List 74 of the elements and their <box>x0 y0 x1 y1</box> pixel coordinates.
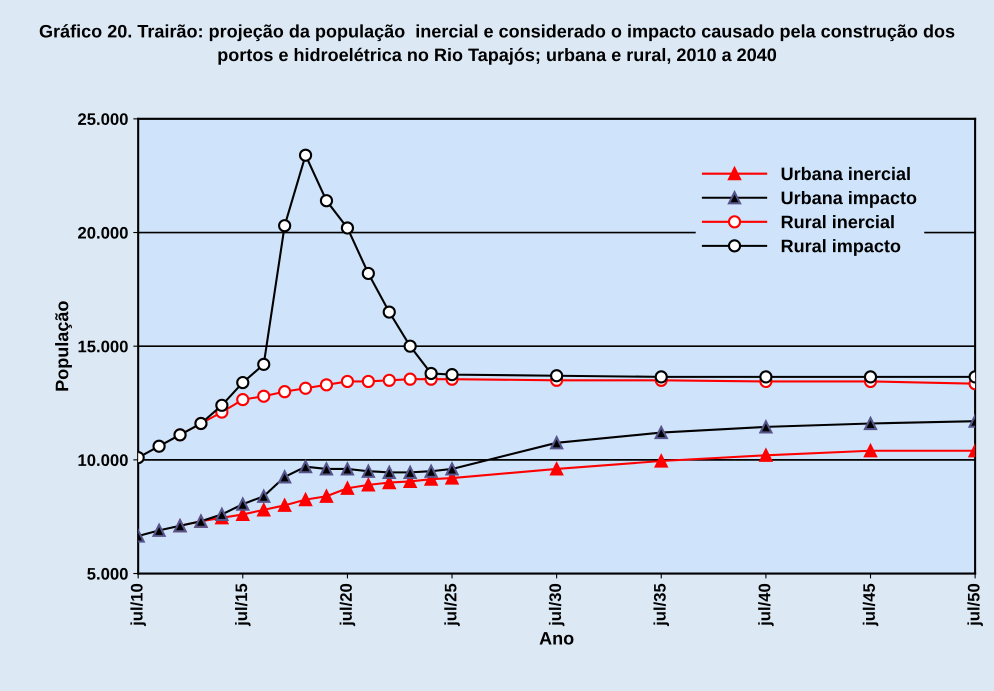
chart-title: Gráfico 20. Trairão: projeção da população inercial e considerado o impacto causado pela construção dos portos e hidroelétrica no Rio Tapajós; urbana e rural, 2010 a 2040 <box>40 24 954 65</box>
y-tick-label: 10.000 <box>78 454 128 466</box>
point <box>445 462 459 476</box>
point <box>340 462 354 476</box>
point <box>340 374 354 388</box>
point <box>445 368 459 382</box>
point <box>298 382 312 395</box>
x-tick-label: jul/45 <box>862 584 878 626</box>
point <box>424 464 438 478</box>
x-tick-label: jul/15 <box>235 584 251 626</box>
point <box>257 358 270 371</box>
x-tick-label: jul/50 <box>967 584 983 626</box>
x-tick-label: jul/25 <box>444 584 460 626</box>
point <box>298 460 312 474</box>
point <box>362 374 375 388</box>
point <box>215 508 228 522</box>
point <box>257 503 270 516</box>
point <box>298 148 312 162</box>
point <box>424 366 438 380</box>
point <box>362 266 375 280</box>
point <box>759 420 773 434</box>
point <box>340 482 354 495</box>
point <box>320 490 334 503</box>
point <box>864 416 878 430</box>
point <box>152 524 166 537</box>
x-tick-label: jul/20 <box>340 584 356 626</box>
y-tick-label: 20.000 <box>78 226 128 239</box>
point <box>550 436 564 450</box>
point <box>550 462 564 476</box>
legend-label: Urbana inercial <box>782 166 910 180</box>
point <box>320 378 334 392</box>
point <box>152 440 166 453</box>
point <box>864 370 878 384</box>
point <box>382 305 396 319</box>
point <box>236 498 250 511</box>
x-tick-label: jul/40 <box>758 584 774 626</box>
y-tick-label: 25.000 <box>78 113 128 126</box>
x-tick-label: jul/30 <box>548 584 564 626</box>
point <box>404 372 417 386</box>
point <box>654 454 668 468</box>
point <box>278 219 292 232</box>
legend-label: Rural inercial <box>782 215 894 228</box>
legend-label: Rural impacto <box>782 239 900 256</box>
point <box>759 448 773 462</box>
point <box>654 426 668 440</box>
x-tick-label: jul/10 <box>130 584 146 626</box>
y-axis-title: População <box>55 301 72 391</box>
y-tick-label: 15.000 <box>78 340 128 352</box>
point <box>404 340 417 353</box>
x-tick-label: jul/35 <box>653 584 670 626</box>
x-axis-title: Ano <box>540 632 574 645</box>
point <box>320 462 334 476</box>
point <box>382 466 396 479</box>
point <box>362 464 375 478</box>
point <box>340 221 354 235</box>
point <box>362 478 375 492</box>
legend-label: Urbana impacto <box>782 190 916 208</box>
point <box>278 470 292 484</box>
point <box>550 369 564 382</box>
point <box>236 393 250 406</box>
point <box>257 490 270 503</box>
point <box>654 370 668 384</box>
point <box>404 466 417 479</box>
point <box>759 370 773 384</box>
point <box>320 194 334 208</box>
point <box>257 390 270 403</box>
point <box>382 374 396 387</box>
point <box>864 444 878 458</box>
point <box>298 493 312 506</box>
point <box>278 385 292 398</box>
point <box>236 376 250 390</box>
point <box>278 498 292 512</box>
y-tick-label: 5.000 <box>87 568 128 580</box>
point <box>215 398 228 412</box>
